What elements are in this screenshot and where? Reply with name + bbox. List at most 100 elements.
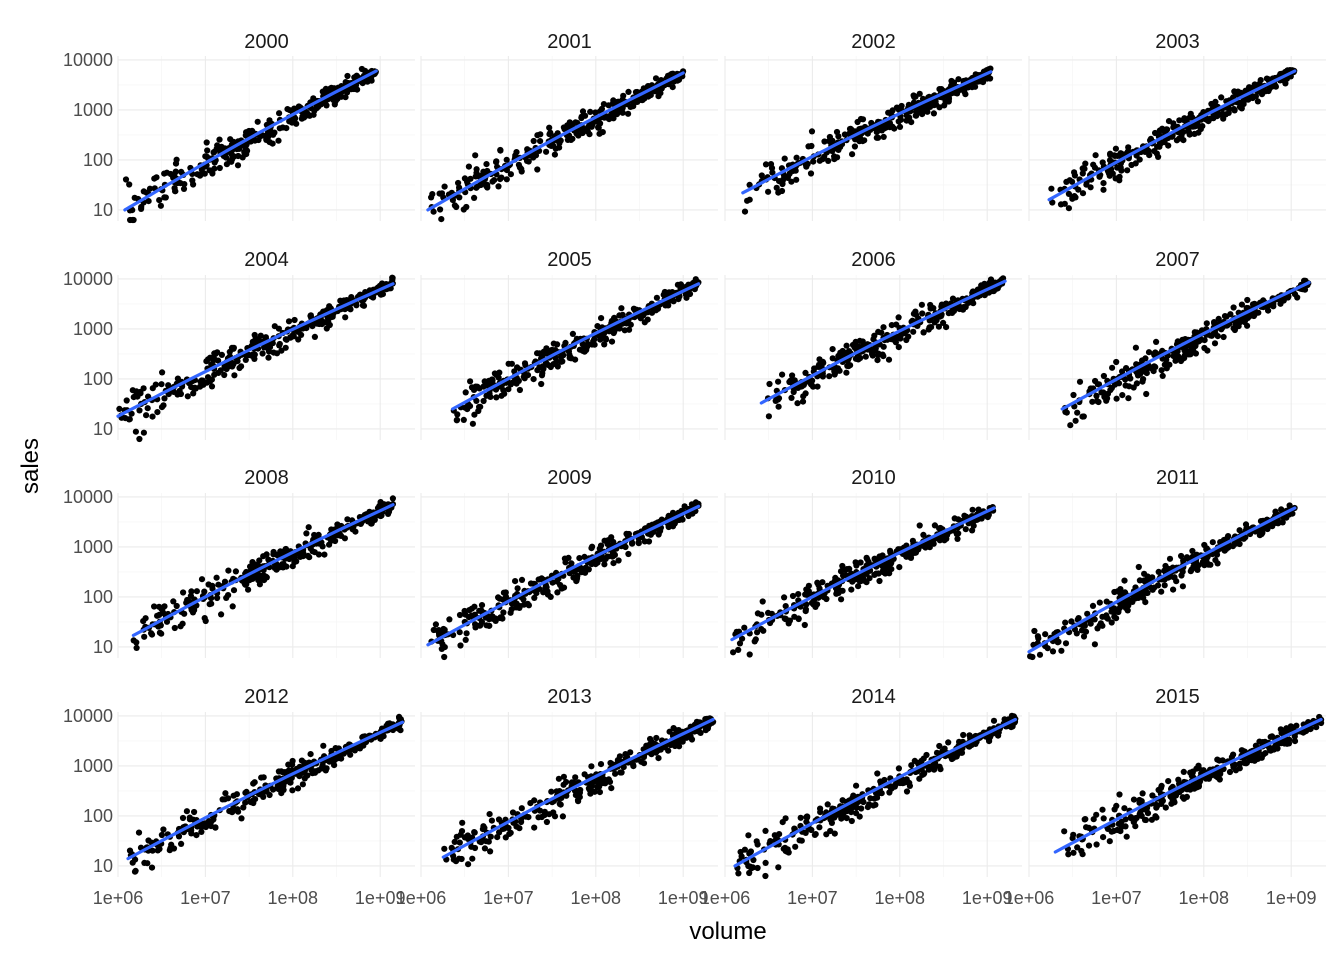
data-point — [130, 216, 137, 224]
data-point — [441, 644, 448, 651]
data-point — [744, 197, 751, 204]
data-point — [826, 373, 833, 380]
data-point — [1084, 610, 1091, 617]
data-point — [600, 554, 607, 561]
data-point — [548, 788, 555, 795]
data-point — [186, 814, 193, 821]
data-point — [1089, 602, 1097, 610]
data-point — [781, 594, 788, 601]
data-point — [484, 181, 491, 188]
data-point — [581, 553, 588, 561]
data-point — [653, 734, 660, 742]
data-point — [582, 564, 589, 571]
data-point — [576, 555, 583, 562]
data-point — [1250, 312, 1257, 320]
data-point — [1042, 631, 1049, 638]
data-point — [614, 757, 622, 764]
data-point — [814, 601, 821, 608]
data-point — [295, 336, 302, 343]
data-point — [735, 870, 742, 877]
data-point — [458, 855, 465, 863]
data-point — [1108, 619, 1115, 626]
data-point — [307, 751, 314, 758]
data-point — [616, 312, 623, 319]
facet-label: 2003 — [1155, 31, 1200, 53]
data-point — [1122, 376, 1129, 383]
data-point — [1191, 130, 1198, 137]
data-point — [275, 137, 282, 144]
data-point — [960, 731, 967, 739]
data-point — [242, 356, 249, 363]
data-point — [202, 823, 209, 831]
data-point — [1107, 151, 1114, 159]
data-point — [204, 147, 211, 154]
data-point — [641, 95, 648, 102]
data-point — [596, 130, 603, 137]
data-point — [910, 328, 917, 335]
data-point — [596, 545, 603, 552]
data-point — [1116, 173, 1123, 180]
data-point — [1162, 562, 1169, 570]
data-point — [808, 142, 815, 150]
data-point — [230, 138, 237, 145]
data-point — [955, 516, 962, 523]
data-point — [286, 107, 293, 114]
data-point — [481, 845, 488, 852]
data-point — [802, 608, 809, 615]
data-point — [342, 314, 349, 321]
data-point — [252, 335, 259, 342]
data-point — [781, 155, 788, 162]
data-point — [753, 838, 760, 845]
data-point — [214, 142, 221, 149]
data-point — [1152, 129, 1159, 137]
data-point — [430, 626, 437, 634]
trend-line — [131, 503, 395, 637]
data-point — [543, 345, 550, 352]
data-point — [970, 522, 977, 529]
data-point — [558, 585, 565, 592]
data-point — [222, 790, 229, 797]
data-point — [833, 128, 841, 136]
data-point — [437, 206, 444, 213]
data-point — [933, 749, 941, 756]
data-point — [530, 137, 537, 145]
data-point — [503, 176, 510, 183]
data-point — [145, 837, 152, 844]
data-point — [1143, 390, 1150, 398]
data-point — [471, 829, 478, 836]
data-point — [122, 176, 130, 183]
data-point — [500, 387, 507, 394]
data-point — [641, 319, 648, 326]
data-point — [318, 320, 325, 327]
data-point — [1272, 519, 1279, 527]
data-point — [1166, 555, 1174, 562]
data-point — [123, 397, 130, 404]
facet-2012: 2012 — [117, 686, 415, 877]
data-point — [559, 813, 567, 820]
data-point — [500, 609, 507, 616]
data-point — [128, 410, 135, 417]
data-point — [471, 194, 478, 201]
data-point — [196, 383, 204, 390]
data-point — [478, 180, 485, 187]
data-point — [326, 541, 333, 548]
data-point — [885, 356, 893, 363]
data-point — [588, 763, 595, 770]
data-point — [1140, 376, 1147, 383]
data-point — [1220, 115, 1227, 122]
data-point — [922, 544, 929, 551]
data-point — [835, 586, 842, 594]
data-point — [212, 824, 219, 831]
data-point — [516, 825, 523, 832]
data-point — [665, 512, 672, 520]
data-point — [257, 332, 264, 339]
data-point — [579, 129, 586, 137]
data-point — [835, 146, 842, 153]
data-point — [178, 840, 185, 848]
data-point — [1167, 573, 1174, 580]
data-point — [746, 181, 753, 188]
data-point — [216, 164, 223, 172]
data-point — [459, 819, 466, 826]
data-point — [180, 589, 187, 596]
data-point — [163, 618, 171, 625]
